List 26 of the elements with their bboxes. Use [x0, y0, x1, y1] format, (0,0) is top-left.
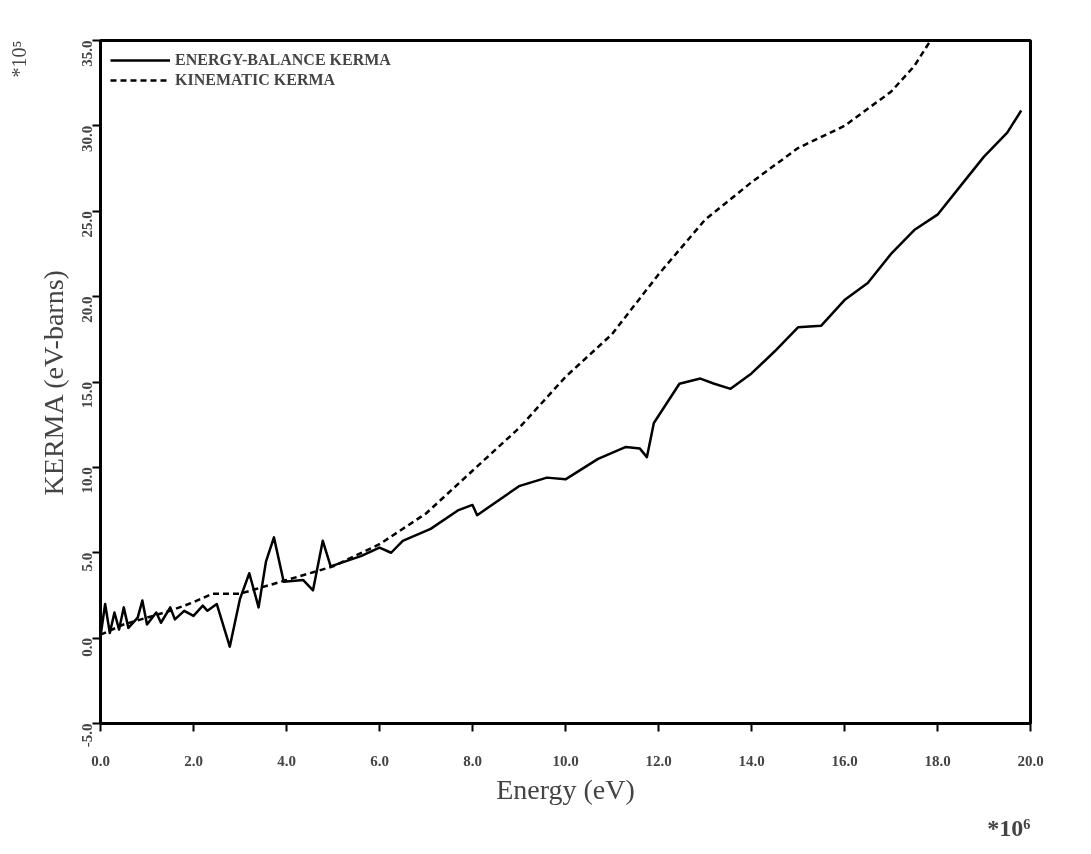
y-tick-label: 25.0 — [78, 211, 95, 238]
y-tick-label: 20.0 — [78, 296, 95, 323]
x-tick-label: 8.0 — [463, 752, 482, 769]
y-axis-title: KERMA (eV-barns) — [37, 270, 69, 496]
y-tick-label: 35.0 — [78, 40, 95, 67]
x-tick-label: 18.0 — [924, 752, 951, 769]
x-tick-label: 12.0 — [645, 752, 672, 769]
x-tick-label: 2.0 — [184, 752, 203, 769]
x-tick-label: 10.0 — [552, 752, 579, 769]
legend-label: KINEMATIC KERMA — [175, 71, 336, 89]
x-tick-label: 4.0 — [277, 752, 296, 769]
y-tick-label: -5.0 — [78, 723, 95, 748]
y-tick-label: 0.0 — [78, 638, 95, 657]
y-tick-label: 5.0 — [78, 552, 95, 572]
x-tick-label: 6.0 — [370, 752, 389, 769]
legend-label: ENERGY-BALANCE KERMA — [175, 51, 391, 69]
x-tick-label: 20.0 — [1017, 752, 1044, 769]
y-tick-label: 30.0 — [78, 125, 95, 153]
x-tick-label: 0.0 — [91, 752, 110, 769]
text: *10⁶ — [987, 814, 1031, 841]
x-axis-title: Energy (eV) — [496, 773, 635, 805]
x-tick-label: 14.0 — [738, 752, 765, 769]
x-tick-label: 16.0 — [831, 752, 858, 769]
text: *10⁵ — [7, 40, 30, 78]
y-tick-label: 15.0 — [78, 382, 95, 409]
y-tick-label: 10.0 — [78, 467, 95, 494]
